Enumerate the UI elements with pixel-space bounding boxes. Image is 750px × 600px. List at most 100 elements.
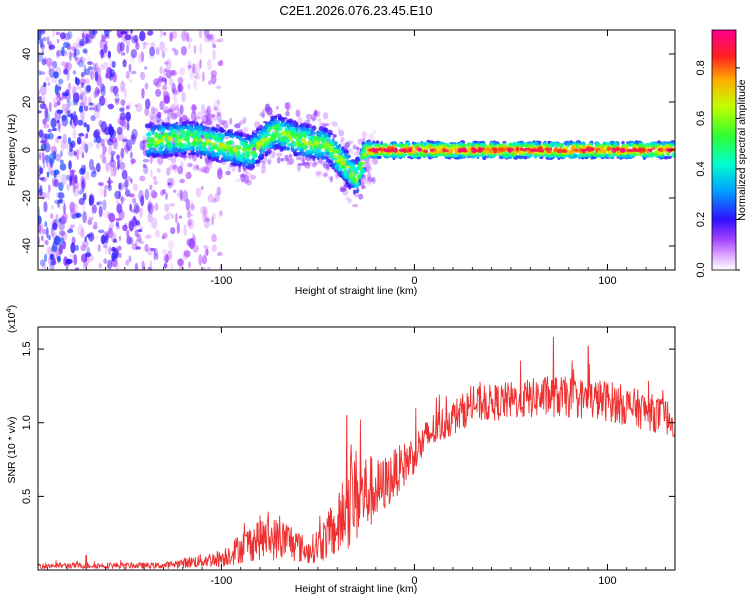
heatmap-cell [163, 31, 167, 36]
heatmap-cell [122, 224, 128, 232]
heatmap-cell [109, 75, 113, 81]
heatmap-cell [104, 97, 108, 107]
heatmap-cell [85, 252, 92, 258]
heatmap-cell [128, 255, 132, 263]
heatmap-cell [52, 97, 57, 103]
heatmap-cell [288, 157, 295, 165]
heatmap-cell [42, 237, 46, 245]
heatmap-cell [93, 221, 98, 230]
heatmap-cell [198, 254, 203, 266]
heatmap-cell [83, 105, 89, 112]
heatmap-cell [170, 227, 176, 235]
heatmap-cell [167, 142, 171, 148]
heatmap-cell [125, 111, 131, 122]
heatmap-cell [85, 132, 89, 139]
heatmap-cell [112, 165, 117, 177]
heatmap-cell [296, 162, 301, 172]
heatmap-cell [140, 71, 146, 81]
heatmap-cell [251, 144, 255, 148]
heatmap-cell [61, 46, 65, 57]
heatmap-cell [225, 170, 231, 176]
heatmap-cell [184, 137, 190, 141]
heatmap-cell [99, 64, 104, 71]
heatmap-cell [79, 89, 83, 101]
heatmap-cell [199, 43, 202, 55]
heatmap-cell [407, 156, 410, 159]
heatmap-cell [429, 148, 434, 152]
heatmap-cell [120, 195, 124, 205]
heatmap-cell [205, 139, 212, 144]
heatmap-cell [183, 224, 187, 237]
heatmap-cell [126, 120, 130, 131]
heatmap-cell [61, 212, 68, 224]
heatmap-cell [41, 152, 45, 164]
heatmap-cell [443, 149, 449, 153]
heatmap-cell [242, 132, 246, 138]
heatmap-cell [165, 192, 168, 201]
heatmap-cell [211, 37, 216, 46]
heatmap-cell [328, 175, 334, 181]
heatmap-cell [81, 91, 86, 96]
heatmap-cell [225, 131, 228, 137]
heatmap-cell [58, 198, 63, 204]
heatmap-cell [277, 134, 281, 141]
heatmap-cell [139, 30, 146, 42]
heatmap-cell [151, 129, 155, 136]
heatmap-cell [102, 156, 107, 164]
heatmap-cell [133, 34, 139, 43]
heatmap-cell [62, 92, 70, 97]
heatmap-cell [42, 118, 47, 125]
heatmap-cell [111, 251, 116, 262]
heatmap-cell [246, 148, 252, 152]
heatmap-cell [179, 215, 182, 219]
heatmap-cell [280, 157, 285, 162]
heatmap-cell [211, 244, 217, 252]
heatmap-cell [326, 166, 330, 171]
heatmap-cell [63, 69, 69, 75]
heatmap-cell [164, 68, 168, 72]
heatmap-cell [66, 174, 71, 181]
heatmap-cell [74, 174, 78, 184]
x-tick-label: 100 [598, 575, 616, 587]
heatmap-cell [261, 164, 267, 173]
heatmap-cell [399, 143, 403, 149]
heatmap-cell [235, 178, 241, 182]
colorbar-gradient [711, 29, 737, 271]
heatmap-cell [162, 235, 165, 240]
heatmap-cell [74, 267, 80, 270]
heatmap-cell [188, 162, 193, 168]
heatmap-cell [43, 123, 50, 129]
heatmap-cell [116, 203, 123, 214]
heatmap-cell [126, 235, 131, 245]
heatmap-cell [39, 103, 47, 110]
heatmap-cell [287, 143, 293, 147]
heatmap-cell [40, 38, 44, 48]
heatmap-cell [201, 267, 207, 270]
heatmap-cell [40, 223, 44, 232]
heatmap-cell [338, 129, 345, 137]
heatmap-cell [125, 105, 130, 110]
heatmap-cell [515, 146, 519, 152]
heatmap-cell [215, 127, 219, 133]
heatmap-cell [218, 142, 224, 149]
heatmap-cell [152, 191, 158, 199]
heatmap-cell [81, 94, 88, 106]
heatmap-cell [96, 135, 102, 144]
heatmap-cell [246, 159, 253, 164]
heatmap-cell [79, 167, 86, 175]
heatmap-cell [169, 163, 176, 171]
heatmap-cell [332, 121, 338, 127]
heatmap-cell [90, 70, 95, 81]
heatmap-cell [356, 146, 360, 150]
heatmap-cell [113, 238, 117, 243]
heatmap-cell [108, 176, 111, 189]
heatmap-cell [311, 113, 316, 123]
heatmap-cell [118, 252, 122, 258]
heatmap-cell [267, 159, 272, 165]
heatmap-cell [138, 240, 145, 245]
heatmap-cell [211, 233, 217, 243]
heatmap-cell [109, 159, 116, 168]
heatmap-cell [170, 177, 175, 187]
heatmap-cell [100, 121, 107, 133]
